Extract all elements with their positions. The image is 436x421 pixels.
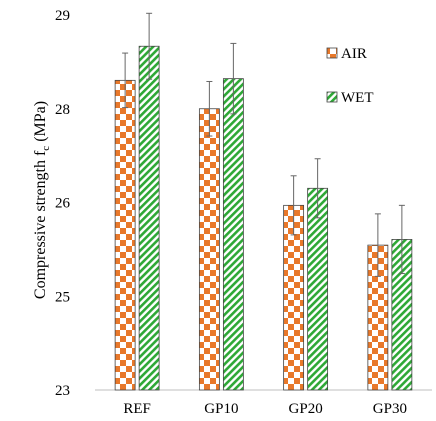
legend-label-wet: WET	[341, 90, 373, 106]
x-category-labels: REF GP10 GP20 GP30	[123, 401, 407, 417]
y-axis-title: Compressive strength fc (MPa)	[32, 101, 52, 299]
bar-wet-gp10	[222, 78, 244, 391]
y-axis-title-unit: (MPa)	[32, 101, 49, 146]
legend: AIR WET	[326, 46, 373, 106]
x-tick-label-ref: REF	[123, 401, 151, 417]
y-tick-label: 23	[55, 383, 70, 399]
y-tick-label: 26	[55, 196, 71, 212]
bar-air-ref	[114, 79, 136, 391]
x-tick-label-gp30: GP30	[373, 401, 407, 417]
y-tick-labels: 23 25 26 28 29	[55, 8, 71, 399]
error-bars	[122, 12, 405, 277]
bar-wet-ref	[138, 45, 160, 391]
legend-swatch-air	[326, 47, 338, 59]
x-tick-label-gp20: GP20	[289, 401, 323, 417]
legend-label-air: AIR	[341, 46, 367, 62]
bar-wet-gp20	[307, 187, 329, 391]
y-tick-label: 28	[55, 102, 70, 118]
x-tick-label-gp10: GP10	[204, 401, 238, 417]
legend-swatch-wet	[326, 91, 338, 103]
y-tick-label: 29	[55, 8, 70, 24]
y-tick-label: 25	[55, 289, 70, 305]
y-axis-title-subscript: c	[40, 146, 52, 151]
bar-air-gp10	[198, 108, 220, 391]
